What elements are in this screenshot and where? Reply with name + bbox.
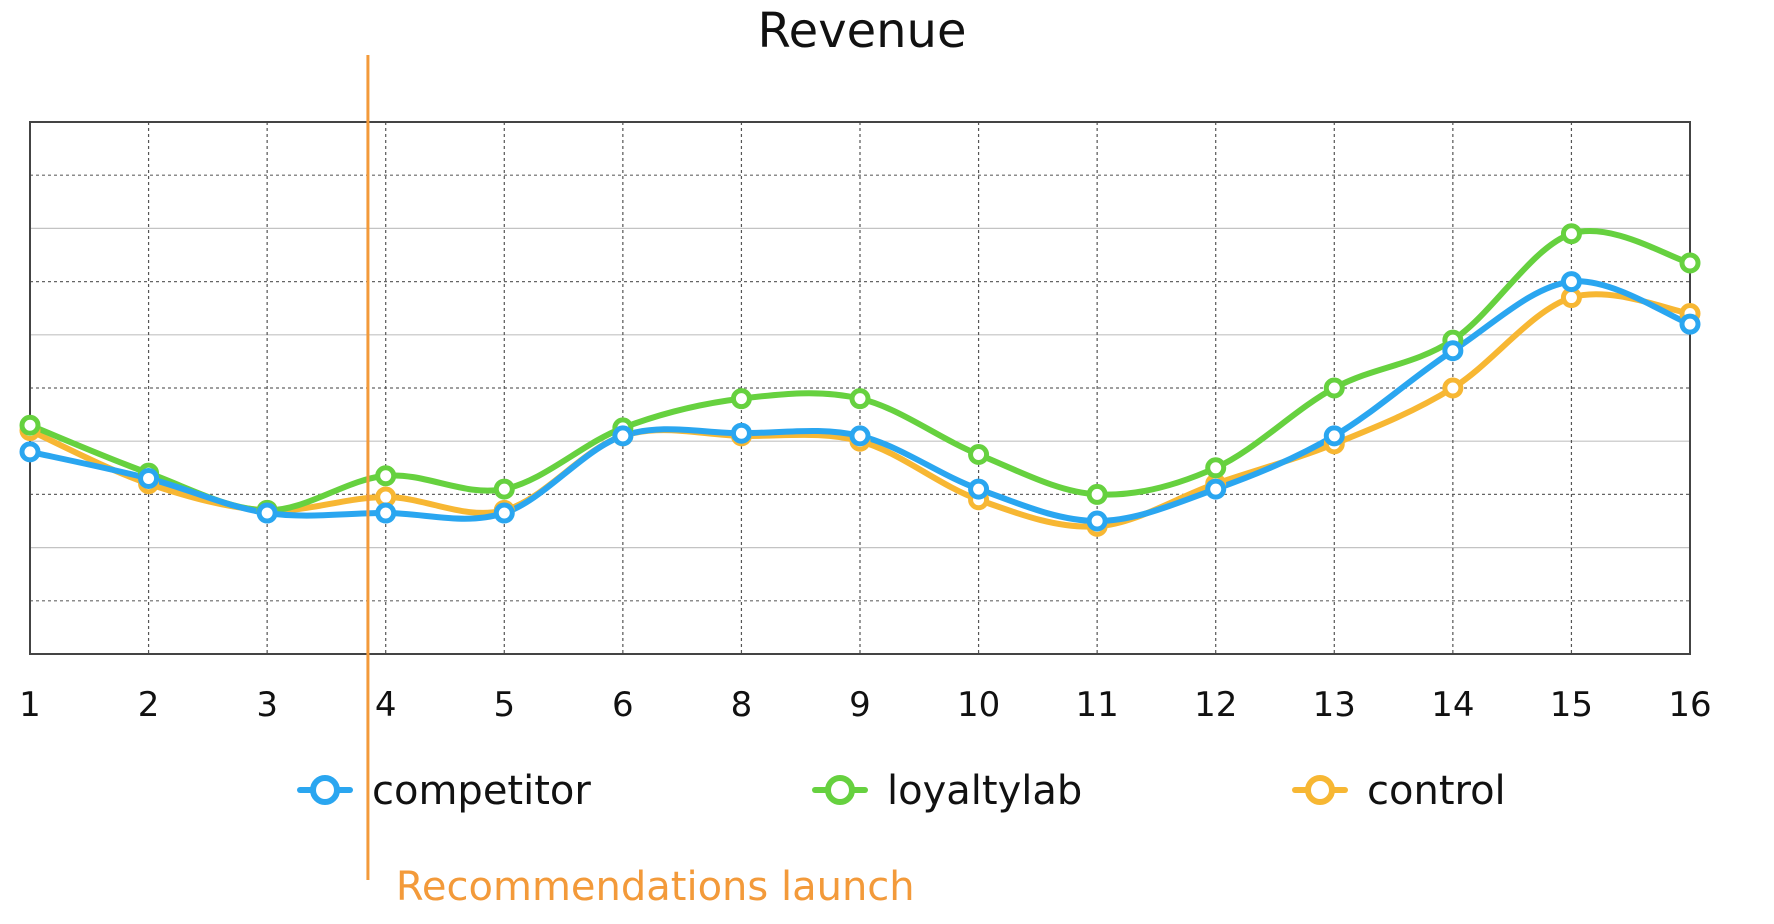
legend-label: loyaltylab bbox=[887, 768, 1082, 814]
data-point-loyaltylab bbox=[1679, 252, 1701, 274]
x-tick-label: 12 bbox=[1194, 685, 1237, 725]
x-tick-label: 5 bbox=[493, 685, 515, 725]
grid-lines bbox=[30, 122, 1690, 654]
legend-label: control bbox=[1367, 768, 1506, 814]
data-point-competitor bbox=[1679, 313, 1701, 335]
data-point-competitor bbox=[1323, 425, 1345, 447]
data-point-control bbox=[1442, 377, 1464, 399]
data-point-loyaltylab bbox=[19, 414, 41, 436]
legend-swatch-marker bbox=[310, 775, 340, 805]
legend-item-competitor[interactable]: competitor bbox=[297, 768, 591, 814]
data-point-competitor bbox=[19, 441, 41, 463]
legend-swatch-marker bbox=[1305, 775, 1335, 805]
data-point-competitor bbox=[1086, 510, 1108, 532]
data-point-loyaltylab bbox=[375, 465, 397, 487]
x-tick-label: 6 bbox=[612, 685, 634, 725]
data-point-competitor bbox=[1205, 478, 1227, 500]
x-tick-label: 11 bbox=[1076, 685, 1119, 725]
legend-swatch-marker bbox=[825, 775, 855, 805]
x-tick-labels: 1 2 3 4 5 6 8 9 10 11 12 13 14 15 16 bbox=[19, 685, 1711, 725]
legend-label: competitor bbox=[372, 768, 591, 814]
data-point-loyaltylab bbox=[1560, 223, 1582, 245]
data-point-competitor bbox=[1560, 271, 1582, 293]
data-point-competitor bbox=[612, 425, 634, 447]
x-tick-label: 2 bbox=[138, 685, 160, 725]
data-point-loyaltylab bbox=[493, 478, 515, 500]
x-tick-label: 14 bbox=[1431, 685, 1474, 725]
data-point-loyaltylab bbox=[849, 388, 871, 410]
data-point-loyaltylab bbox=[968, 444, 990, 465]
data-point-competitor bbox=[849, 425, 871, 447]
x-tick-label: 3 bbox=[256, 685, 278, 725]
data-point-competitor bbox=[968, 478, 990, 500]
plot-frame bbox=[29, 121, 1691, 655]
data-point-competitor bbox=[730, 422, 752, 444]
data-point-loyaltylab bbox=[1323, 377, 1345, 399]
legend-item-loyaltylab[interactable]: loyaltylab bbox=[812, 768, 1082, 814]
legend-item-control[interactable]: control bbox=[1292, 768, 1506, 814]
x-tick-label: 15 bbox=[1550, 685, 1593, 725]
x-tick-label: 13 bbox=[1313, 685, 1356, 725]
x-tick-label: 16 bbox=[1668, 685, 1711, 725]
x-tick-label: 8 bbox=[731, 685, 753, 725]
data-point-competitor bbox=[138, 467, 160, 489]
data-point-competitor bbox=[256, 502, 278, 524]
launch-annotation: Recommendations launch bbox=[366, 55, 915, 910]
data-point-competitor bbox=[1442, 340, 1464, 362]
legend[interactable]: competitor loyaltylab control bbox=[297, 768, 1506, 814]
data-point-competitor bbox=[493, 502, 515, 524]
chart-title: Revenue bbox=[757, 3, 966, 59]
data-point-loyaltylab bbox=[1086, 483, 1108, 505]
x-tick-label: 9 bbox=[849, 685, 871, 725]
x-tick-label: 4 bbox=[375, 685, 397, 725]
series-points bbox=[19, 223, 1701, 537]
data-point-loyaltylab bbox=[730, 388, 752, 410]
launch-label: Recommendations launch bbox=[396, 864, 915, 910]
x-tick-label: 10 bbox=[957, 685, 1000, 725]
data-point-loyaltylab bbox=[1205, 457, 1227, 479]
data-point-competitor bbox=[375, 502, 397, 524]
x-tick-label: 1 bbox=[19, 685, 41, 725]
